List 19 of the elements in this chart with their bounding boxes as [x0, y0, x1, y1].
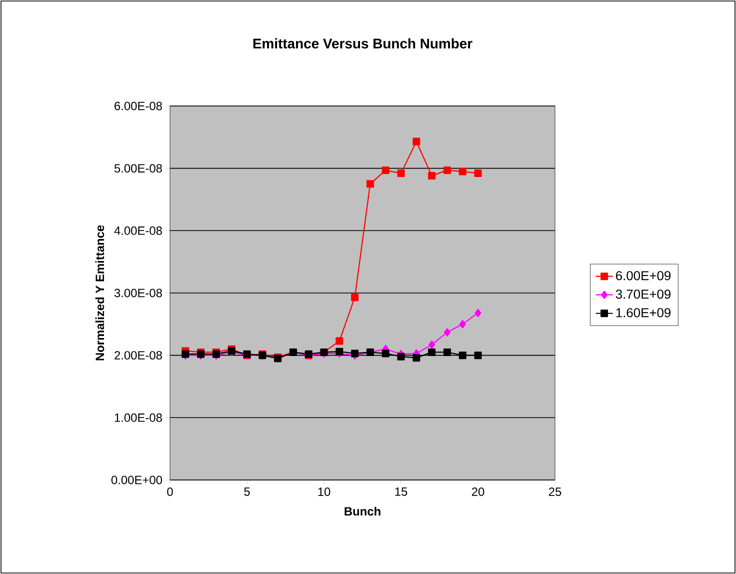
x-tick-label: 15: [395, 488, 408, 496]
y-tick-label: 4.00E-08: [114, 226, 162, 235]
y-tick-label: 0.00E+00: [111, 476, 162, 484]
y-tick-label: 6.00E-08: [114, 102, 162, 110]
legend-label: 3.70E+09: [616, 290, 671, 299]
y-tick-label: 5.00E-08: [114, 164, 162, 173]
y-tick-label: 1.00E-08: [114, 413, 162, 422]
chart-title: Emittance Versus Bunch Number: [253, 38, 472, 48]
x-axis-title: Bunch: [344, 506, 380, 516]
x-tick-label: 25: [548, 488, 562, 496]
y-tick-label: 3.00E-08: [114, 288, 162, 298]
y-axis-title: Normalized Y Emittance: [95, 225, 104, 360]
x-tick-label: 10: [318, 488, 330, 496]
legend-label: 1.60E+09: [616, 308, 671, 318]
x-tick-label: 0: [167, 488, 173, 496]
x-tick-label: 5: [244, 488, 250, 496]
y-tick-label: 2.00E-08: [114, 351, 162, 360]
legend-label: 6.00E+09: [616, 271, 671, 280]
x-tick-label: 20: [472, 488, 484, 496]
